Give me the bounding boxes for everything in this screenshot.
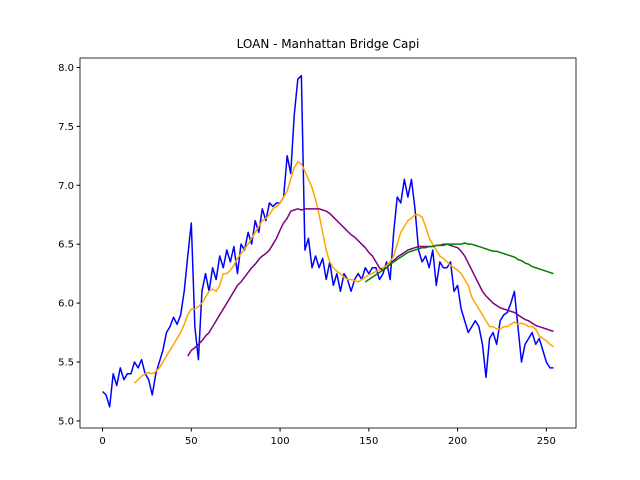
price-line xyxy=(102,74,554,408)
price-line xyxy=(364,242,554,283)
x-tick-label: 0 xyxy=(99,436,105,447)
y-tick-label: 6.0 xyxy=(58,299,74,310)
price-line xyxy=(187,208,554,357)
price-line xyxy=(133,160,554,384)
x-tick-label: 200 xyxy=(448,436,467,447)
axes-frame xyxy=(79,57,577,429)
x-tick-label: 100 xyxy=(271,436,290,447)
y-tick-label: 7.5 xyxy=(58,122,74,133)
y-tick-label: 5.0 xyxy=(58,416,74,427)
y-tick-label: 8.0 xyxy=(58,63,74,74)
chart-title: LOAN - Manhattan Bridge Capi xyxy=(237,37,420,51)
x-tick-label: 250 xyxy=(537,436,556,447)
y-tick-label: 7.0 xyxy=(58,181,74,192)
x-tick-label: 150 xyxy=(359,436,378,447)
y-tick-label: 6.5 xyxy=(58,240,74,251)
x-tick-label: 50 xyxy=(185,436,198,447)
y-tick-label: 5.5 xyxy=(58,358,74,369)
